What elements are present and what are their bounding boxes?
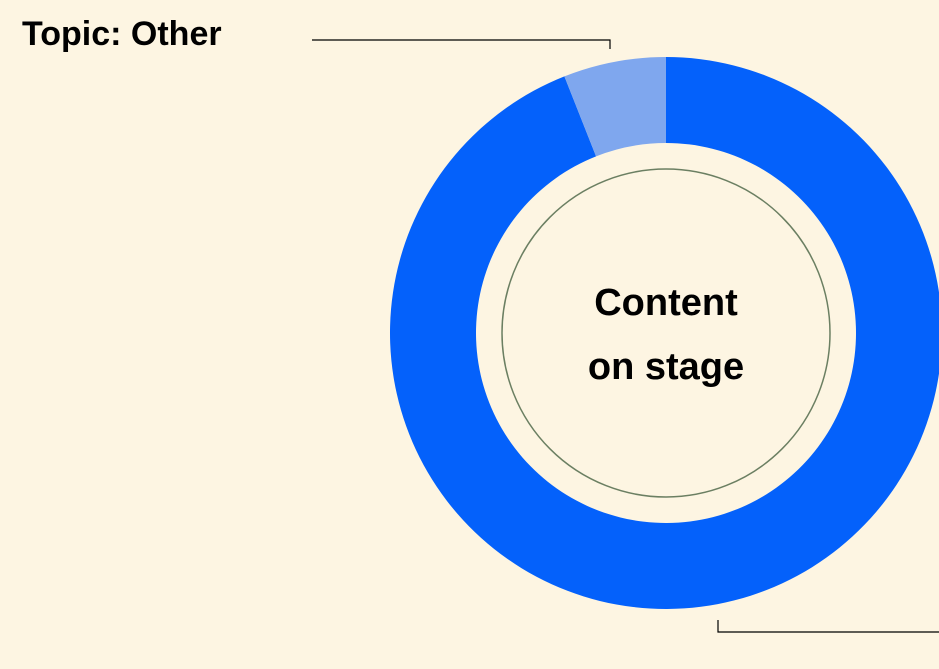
segment-label: Topic: Other [22,15,222,53]
leader-line [312,39,611,49]
donut-segment [564,57,666,157]
inner-circle [501,168,831,498]
center-label: on stage [588,346,744,388]
donut-segment [390,57,939,609]
center-label: Content [594,282,738,324]
leader-line [717,620,939,633]
